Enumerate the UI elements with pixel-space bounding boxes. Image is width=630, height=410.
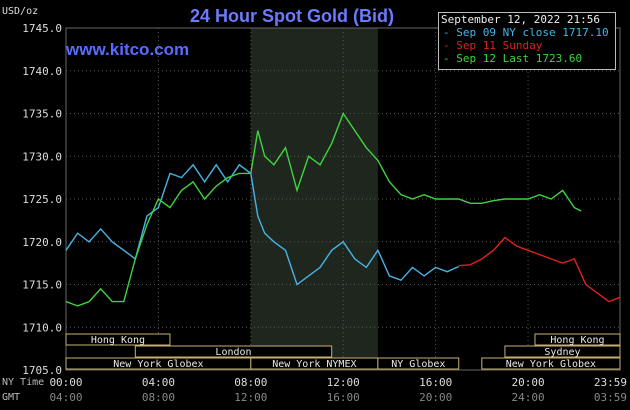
y-tick-label: 1735.0 (22, 108, 62, 121)
legend-item-ny-close: - Sep 09 NY close 1717.10 (443, 26, 609, 39)
ny-time-label: NY Time (2, 377, 45, 388)
market-sessions-bar: Hong Kong London New York Globex New York N… (65, 333, 621, 370)
session-label: New York NYMEX (272, 359, 356, 370)
x-tick-label-gmt: 20:00 (419, 391, 452, 404)
x-tick-label-ny: 12:00 (327, 376, 360, 389)
y-tick-label: 1730.0 (22, 150, 62, 163)
legend-item-last: - Sep 12 Last 1723.60 (443, 52, 583, 65)
y-tick-label: 1710.0 (22, 321, 62, 334)
series-line-2 (65, 111, 582, 307)
session-box (377, 357, 460, 370)
legend-item-ny-close-label: Sep 09 NY close 1717.10 (456, 26, 609, 39)
legend-item-sunday-label: Sep 11 Sunday (456, 39, 543, 52)
series-line-0 (65, 163, 459, 286)
legend-item-sunday: - Sep 11 Sunday (443, 39, 543, 52)
x-tick-label-ny: 08:00 (234, 376, 267, 389)
y-axis-unit-label: USD/oz (2, 6, 39, 17)
y-axis-tick-labels: 1705.0 1710.0 1715.0 1720.0 1725.0 1730.0 1735… (22, 22, 62, 377)
plot-frame (65, 27, 621, 371)
x-tick-label-gmt: 12:00 (234, 391, 267, 404)
session-label: NY Globex (391, 359, 445, 370)
session-box (504, 345, 621, 358)
session-label: New York Globex (506, 359, 596, 370)
x-axis-tick-labels: 00:00 04:00 04:00 08:00 08:00 12:00 12:00 16:00… (49, 376, 627, 404)
x-tick-label-ny: 00:00 (49, 376, 82, 389)
session-box (134, 345, 333, 358)
session-label: Hong Kong (91, 335, 145, 346)
x-tick-label-ny: 23:59 (594, 376, 627, 389)
gmt-label: GMT (2, 392, 21, 403)
x-tick-label-gmt: 24:00 (511, 391, 544, 404)
x-tick-label-gmt: 03:59 (594, 391, 627, 404)
chart-gridlines (65, 27, 621, 371)
session-box (534, 333, 621, 346)
x-tick-label-ny: 20:00 (511, 376, 544, 389)
y-tick-label: 1745.0 (22, 22, 62, 35)
session-label: London (215, 347, 251, 358)
series-line-1 (458, 236, 621, 303)
y-tick-label: 1740.0 (22, 65, 62, 78)
y-tick-label: 1705.0 (22, 364, 62, 377)
website-watermark: www.kitco.com (66, 40, 190, 59)
y-tick-label: 1725.0 (22, 193, 62, 206)
x-tick-label-ny: 04:00 (142, 376, 175, 389)
session-box (481, 357, 621, 370)
y-tick-label: 1715.0 (22, 279, 62, 292)
x-tick-label-gmt: 08:00 (142, 391, 175, 404)
chart-series-lines (65, 111, 621, 307)
legend-item-last-label: Sep 12 Last 1723.60 (456, 52, 583, 65)
y-tick-label: 1720.0 (22, 236, 62, 249)
chart-legend: September 12, 2022 21:56 - Sep 09 NY clo… (438, 12, 616, 70)
session-label: Hong Kong (550, 335, 604, 346)
session-box (65, 333, 171, 346)
chart-title: 24 Hour Spot Gold (Bid) (190, 6, 394, 26)
legend-timestamp: September 12, 2022 21:56 (441, 13, 600, 26)
session-label: New York Globex (113, 359, 203, 370)
session-label: Sydney (544, 347, 580, 358)
x-tick-label-gmt: 16:00 (327, 391, 360, 404)
x-tick-label-ny: 16:00 (419, 376, 452, 389)
x-tick-label-gmt: 04:00 (49, 391, 82, 404)
